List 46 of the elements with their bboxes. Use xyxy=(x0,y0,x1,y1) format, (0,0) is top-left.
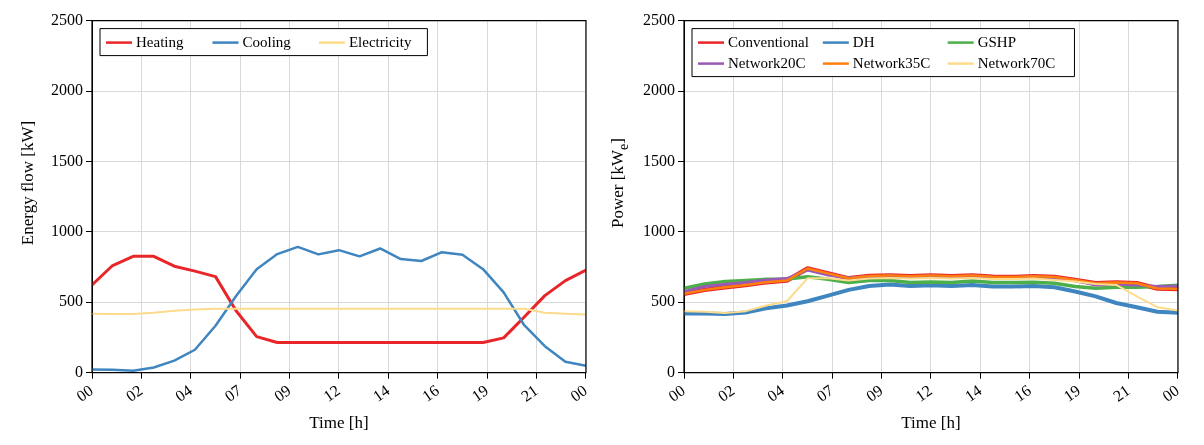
x-tick-label: 12 xyxy=(320,381,344,405)
y-tick-label: 2000 xyxy=(643,81,675,99)
x-tick-label: 14 xyxy=(961,381,985,405)
legend-label: DH xyxy=(852,33,875,50)
x-tick-label: 09 xyxy=(270,381,294,405)
y-axis-title: Energy flow [kW] xyxy=(18,120,38,246)
x-tick-label: 02 xyxy=(714,381,738,405)
x-tick-label: 04 xyxy=(764,381,787,405)
x-tick-label: 16 xyxy=(1011,381,1034,405)
x-tick-label: 00 xyxy=(567,381,591,405)
y-tick-label: 1500 xyxy=(51,151,83,169)
legend-label: Conventional xyxy=(728,33,809,50)
y-tick-label: 2000 xyxy=(51,81,83,99)
y-tick-label: 2500 xyxy=(643,10,675,28)
x-tick-label: 07 xyxy=(221,381,245,405)
x-tick-label: 09 xyxy=(862,381,886,405)
legend-label: Electricity xyxy=(348,33,412,50)
x-tick-label: 00 xyxy=(1159,381,1183,405)
y-tick-label: 1500 xyxy=(643,151,675,169)
x-tick-label: 12 xyxy=(912,381,936,405)
x-tick-label: 14 xyxy=(369,381,393,405)
legend-label: Cooling xyxy=(242,33,292,50)
x-axis-title: Time [h] xyxy=(309,413,369,433)
legend-label: Network35C xyxy=(852,54,931,71)
x-tick-label: 00 xyxy=(665,381,689,405)
legend-label: Network20C xyxy=(728,54,806,71)
x-tick-label: 04 xyxy=(172,381,195,405)
x-tick-label: 21 xyxy=(1109,381,1133,405)
x-tick-label: 02 xyxy=(122,381,146,405)
legend-label: Heating xyxy=(136,33,184,50)
y-tick-label: 1000 xyxy=(51,222,83,240)
legend-label: GSHP xyxy=(977,33,1016,50)
legend-label: Network70C xyxy=(977,54,1056,71)
y-tick-label: 500 xyxy=(59,292,83,310)
x-tick-label: 21 xyxy=(517,381,541,405)
y-tick-label: 1000 xyxy=(643,222,675,240)
y-tick-label: 0 xyxy=(75,362,83,380)
y-tick-label: 2500 xyxy=(51,10,83,28)
x-tick-label: 00 xyxy=(73,381,97,405)
y-tick-label: 0 xyxy=(667,362,675,380)
x-tick-label: 19 xyxy=(468,381,492,405)
x-axis-title: Time [h] xyxy=(901,413,961,433)
x-tick-label: 19 xyxy=(1060,381,1084,405)
y-tick-label: 500 xyxy=(651,292,675,310)
x-tick-label: 07 xyxy=(813,381,837,405)
x-tick-label: 16 xyxy=(419,381,442,405)
